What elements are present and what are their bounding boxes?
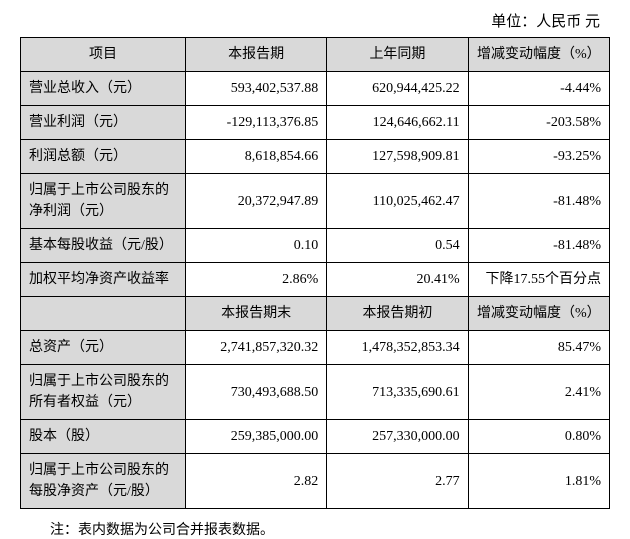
row-value: 730,493,688.50: [185, 365, 326, 420]
table-row: 基本每股收益（元/股）0.100.54-81.48%: [21, 229, 610, 263]
row-value: 124,646,662.11: [327, 106, 468, 140]
table-row: 归属于上市公司股东的每股净资产（元/股）2.822.771.81%: [21, 454, 610, 509]
row-label: 利润总额（元）: [21, 140, 186, 174]
row-label: 加权平均净资产收益率: [21, 263, 186, 297]
row-value: 2.77: [327, 454, 468, 509]
row-label: 基本每股收益（元/股）: [21, 229, 186, 263]
header-cell: 项目: [21, 38, 186, 72]
header-cell: 本报告期: [185, 38, 326, 72]
table-header-1: 项目 本报告期 上年同期 增减变动幅度（%）: [21, 38, 610, 72]
header-cell: 增减变动幅度（%）: [468, 297, 609, 331]
row-change: 下降17.55个百分点: [468, 263, 609, 297]
row-value: 620,944,425.22: [327, 72, 468, 106]
row-value: 257,330,000.00: [327, 420, 468, 454]
row-value: 8,618,854.66: [185, 140, 326, 174]
row-value: 110,025,462.47: [327, 174, 468, 229]
header-cell: 上年同期: [327, 38, 468, 72]
unit-label: 单位：人民币 元: [20, 10, 610, 31]
table-row: 股本（股）259,385,000.00257,330,000.000.80%: [21, 420, 610, 454]
row-label: 总资产（元）: [21, 331, 186, 365]
row-value: 20.41%: [327, 263, 468, 297]
row-label: 股本（股）: [21, 420, 186, 454]
row-value: 2.86%: [185, 263, 326, 297]
table-row: 营业总收入（元）593,402,537.88620,944,425.22-4.4…: [21, 72, 610, 106]
row-change: 85.47%: [468, 331, 609, 365]
table-row: 总资产（元）2,741,857,320.321,478,352,853.3485…: [21, 331, 610, 365]
row-change: -93.25%: [468, 140, 609, 174]
table-row: 归属于上市公司股东的所有者权益（元）730,493,688.50713,335,…: [21, 365, 610, 420]
row-label: 归属于上市公司股东的所有者权益（元）: [21, 365, 186, 420]
row-label: 营业总收入（元）: [21, 72, 186, 106]
row-value: 0.54: [327, 229, 468, 263]
row-change: -4.44%: [468, 72, 609, 106]
row-change: -203.58%: [468, 106, 609, 140]
header-cell: 本报告期末: [185, 297, 326, 331]
table-header-2: 本报告期末 本报告期初 增减变动幅度（%）: [21, 297, 610, 331]
header-cell: [21, 297, 186, 331]
row-value: 1,478,352,853.34: [327, 331, 468, 365]
header-cell: 增减变动幅度（%）: [468, 38, 609, 72]
row-value: 2,741,857,320.32: [185, 331, 326, 365]
row-label: 归属于上市公司股东的每股净资产（元/股）: [21, 454, 186, 509]
row-change: -81.48%: [468, 229, 609, 263]
footnote: 注：表内数据为公司合并报表数据。: [20, 519, 610, 539]
row-value: 20,372,947.89: [185, 174, 326, 229]
table-row: 利润总额（元）8,618,854.66127,598,909.81-93.25%: [21, 140, 610, 174]
row-value: 259,385,000.00: [185, 420, 326, 454]
row-value: -129,113,376.85: [185, 106, 326, 140]
row-value: 2.82: [185, 454, 326, 509]
row-change: 2.41%: [468, 365, 609, 420]
row-value: 127,598,909.81: [327, 140, 468, 174]
financial-table: 项目 本报告期 上年同期 增减变动幅度（%） 营业总收入（元）593,402,5…: [20, 37, 610, 509]
row-label: 归属于上市公司股东的净利润（元）: [21, 174, 186, 229]
header-cell: 本报告期初: [327, 297, 468, 331]
row-label: 营业利润（元）: [21, 106, 186, 140]
row-change: 1.81%: [468, 454, 609, 509]
row-value: 713,335,690.61: [327, 365, 468, 420]
row-change: -81.48%: [468, 174, 609, 229]
row-value: 0.10: [185, 229, 326, 263]
row-change: 0.80%: [468, 420, 609, 454]
table-row: 加权平均净资产收益率2.86%20.41%下降17.55个百分点: [21, 263, 610, 297]
table-row: 营业利润（元）-129,113,376.85124,646,662.11-203…: [21, 106, 610, 140]
table-row: 归属于上市公司股东的净利润（元）20,372,947.89110,025,462…: [21, 174, 610, 229]
row-value: 593,402,537.88: [185, 72, 326, 106]
